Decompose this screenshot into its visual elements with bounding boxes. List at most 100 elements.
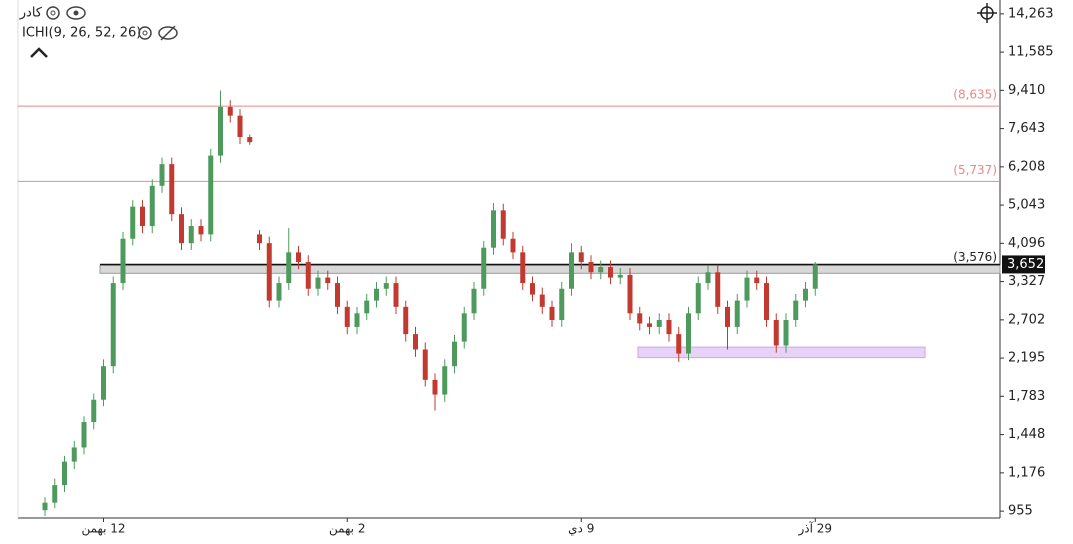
candle-body <box>296 252 301 263</box>
settings-icon[interactable] <box>46 6 60 20</box>
candle-body <box>764 283 769 320</box>
level-label: (8,635) <box>953 88 997 102</box>
candle-body <box>276 283 282 301</box>
candle-body <box>159 164 165 186</box>
zone <box>637 346 926 359</box>
indicator-label: ICHI(9, 26, 52, 26) <box>22 26 141 41</box>
candle-body <box>120 238 126 284</box>
candle-body <box>491 210 496 248</box>
candle-body <box>140 206 145 227</box>
candle-body <box>734 300 740 327</box>
candle-body <box>218 106 223 156</box>
candle-body <box>461 313 467 342</box>
candle-body <box>344 306 350 327</box>
y-tick-label: 9,410 <box>1008 83 1045 98</box>
candle-body <box>101 366 106 400</box>
candle-body <box>42 502 48 511</box>
candle-body <box>754 277 760 284</box>
candle-body <box>149 185 155 227</box>
candle-body <box>569 252 574 289</box>
y-tick-label: 1,176 <box>1008 465 1045 480</box>
candle-body <box>62 461 67 486</box>
candle-body <box>432 379 438 395</box>
candle-body <box>637 313 643 324</box>
y-tick-label: 5,043 <box>1008 198 1045 213</box>
visibility-icon[interactable] <box>66 6 86 20</box>
hidden-icon[interactable] <box>158 25 178 41</box>
y-tick-label: 11,585 <box>1008 45 1054 60</box>
y-tick-label: 7,643 <box>1008 121 1045 136</box>
y-tick-label: 2,702 <box>1008 312 1045 327</box>
candle-body <box>783 319 789 346</box>
candle-body <box>549 306 555 320</box>
candle-body <box>81 422 87 448</box>
candle-body <box>627 274 633 314</box>
last-price-box <box>1002 255 1045 274</box>
candle-body <box>656 319 662 327</box>
level-label: (3,576) <box>953 250 997 264</box>
candle-body <box>393 283 399 307</box>
symbol-label: کادر <box>19 6 43 21</box>
candle-body <box>198 226 204 235</box>
candle-body <box>530 283 535 295</box>
candle-body <box>578 252 584 263</box>
candle-body <box>422 349 428 380</box>
candle-body <box>812 264 818 289</box>
collapse-button[interactable] <box>30 47 48 58</box>
candle-body <box>617 274 623 278</box>
candle-body <box>744 277 750 301</box>
x-tick-label: 9 دي <box>568 522 594 536</box>
candle-body <box>598 267 604 273</box>
candle-body <box>403 306 409 335</box>
level-label: (5,737) <box>953 163 997 177</box>
candle-body <box>52 485 58 503</box>
candle-body <box>130 206 136 239</box>
crosshair-button[interactable] <box>977 3 997 23</box>
candle-body <box>520 252 526 284</box>
candle-body <box>725 306 730 327</box>
candle-body <box>442 366 448 395</box>
y-tick-label: 1,783 <box>1008 389 1045 404</box>
candle-body <box>793 300 799 320</box>
y-tick-label: 3,327 <box>1008 274 1045 289</box>
candle-body <box>188 226 194 244</box>
x-tick-label: 29 آذر <box>797 521 832 537</box>
candle-body <box>705 272 711 284</box>
candle-body <box>169 164 175 215</box>
candle-body <box>110 283 116 367</box>
y-tick-label: 2,195 <box>1008 351 1045 366</box>
candle-body <box>481 247 487 289</box>
x-tick-label: 12 بهمن <box>81 522 125 537</box>
candle-body <box>608 267 613 278</box>
candle-body <box>500 210 506 239</box>
candle-body <box>666 319 672 335</box>
candle-body <box>803 288 808 301</box>
candle-body <box>315 277 321 289</box>
candle-body <box>413 334 418 350</box>
candle-body <box>227 106 233 116</box>
candle-body <box>695 283 701 314</box>
candle-body <box>286 252 292 284</box>
x-tick-label: 2 بهمن <box>329 522 365 537</box>
candle-body <box>715 272 721 307</box>
candle-body <box>354 313 360 327</box>
candle-body <box>539 294 545 307</box>
y-tick-label: 4,096 <box>1008 236 1045 251</box>
candle-body <box>237 115 243 138</box>
candle-body <box>383 283 389 289</box>
candle-body <box>559 288 565 320</box>
candle-body <box>305 262 311 289</box>
candle-body <box>471 288 477 314</box>
candle-body <box>510 238 516 253</box>
candle-body <box>773 319 779 346</box>
candle-body <box>91 399 97 423</box>
candle-body <box>374 288 379 301</box>
candle-body <box>266 243 272 301</box>
candle-body <box>676 334 682 354</box>
settings-icon[interactable] <box>138 26 152 40</box>
candle-body <box>686 313 691 354</box>
level-band <box>99 264 1001 274</box>
y-tick-label: 14,263 <box>1008 6 1054 21</box>
